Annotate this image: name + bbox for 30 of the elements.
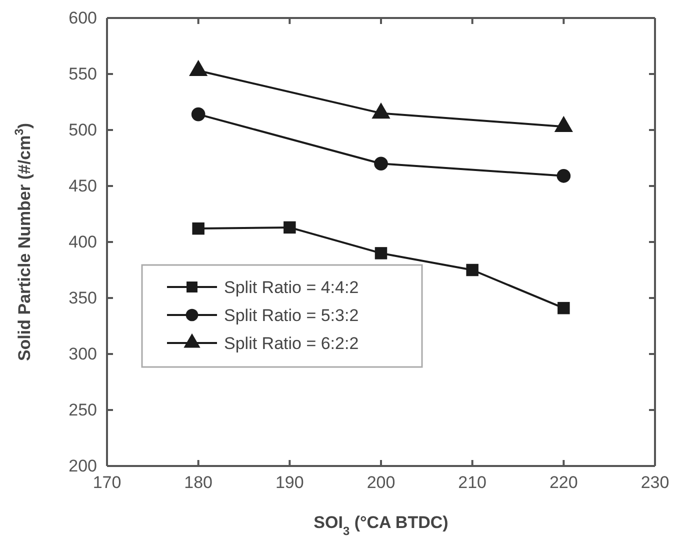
y-tick-label: 200 <box>68 456 97 476</box>
y-tick-label: 450 <box>68 176 97 196</box>
point <box>556 169 571 183</box>
point <box>374 156 388 170</box>
x-tick-label: 200 <box>366 473 396 492</box>
y-tick-label: 350 <box>68 288 97 308</box>
y-tick-label: 300 <box>68 344 97 364</box>
point <box>558 302 570 314</box>
point <box>374 247 388 260</box>
x-tick-label: 180 <box>184 473 213 492</box>
point <box>466 264 478 276</box>
legend-label: Split Ratio = 6:2:2 <box>224 334 359 353</box>
x-tick-label: 230 <box>640 473 670 492</box>
point <box>372 102 390 119</box>
x-tick-label: 190 <box>275 473 304 492</box>
point <box>284 221 296 234</box>
legend-label: Split Ratio = 5:3:2 <box>224 306 359 325</box>
legend-label: Split Ratio = 4:4:2 <box>224 278 359 297</box>
point <box>192 222 204 235</box>
y-tick-label: 250 <box>68 400 97 420</box>
x-tick-label: 220 <box>549 473 578 492</box>
x-tick-label: 170 <box>92 473 122 492</box>
x-tick-label: 210 <box>458 473 487 492</box>
y-tick-label: 500 <box>68 120 97 140</box>
y-tick-label: 550 <box>68 64 97 84</box>
x-axis-title: SOI$_{3}$ (°CA BTDC) <box>314 513 448 538</box>
y-tick-label: 600 <box>68 8 97 28</box>
y-tick-label: 400 <box>68 232 97 252</box>
point <box>554 116 573 132</box>
point <box>189 60 208 76</box>
